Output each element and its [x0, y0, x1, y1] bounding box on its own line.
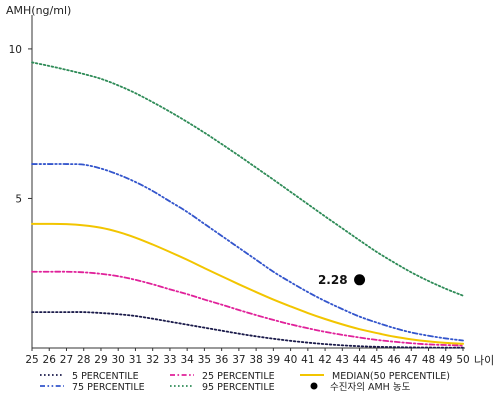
patient-amh-marker: [354, 274, 366, 286]
legend-swatch-patient-marker: [310, 382, 318, 390]
y-axis-title: AMH(ng/ml): [6, 4, 71, 17]
x-tick-label: 35: [198, 354, 211, 366]
y-tick-label: 5: [15, 193, 22, 205]
legend-label: 5 PERCENTILE: [72, 371, 139, 382]
series-line-5-percentile: [31, 311, 464, 349]
x-tick-label: 41: [301, 354, 314, 366]
x-tick-label: 40: [284, 354, 297, 366]
y-tick-label: 10: [9, 44, 22, 56]
x-tick-label: 32: [146, 354, 159, 366]
series-layer: [31, 61, 464, 349]
x-tick-label: 27: [60, 354, 73, 366]
legend-label-patient-marker: 수진자의 AMH 농도: [330, 382, 411, 393]
x-tick-label: 50: [456, 354, 469, 366]
x-tick-label: 30: [112, 354, 125, 366]
x-tick-label: 38: [249, 354, 262, 366]
x-tick-label: 49: [439, 354, 452, 366]
x-tick-label: 28: [77, 354, 90, 366]
x-tick-label: 29: [94, 354, 107, 366]
x-tick-label: 25: [25, 354, 38, 366]
x-tick-label: 36: [215, 354, 229, 366]
patient-amh-value-label: 2.28: [318, 273, 348, 287]
series-line-75-percentile: [31, 163, 464, 342]
series-line-95-percentile: [31, 61, 464, 297]
series-line-median-50-percentile: [31, 222, 464, 345]
series-line-25-percentile: [31, 270, 464, 347]
legend-label: 75 PERCENTILE: [72, 382, 145, 393]
x-tick-label: 48: [422, 354, 435, 366]
x-tick-label: 45: [370, 354, 383, 366]
marker-layer: 2.28: [318, 273, 366, 287]
legend-label: MEDIAN(50 PERCENTILE): [332, 371, 450, 382]
x-tick-label: 43: [336, 354, 349, 366]
x-tick-label: 42: [318, 354, 331, 366]
x-tick-label: 33: [163, 354, 176, 366]
legend-label: 25 PERCENTILE: [202, 371, 275, 382]
legend-label: 95 PERCENTILE: [202, 382, 275, 393]
chart-legend: 5 PERCENTILE 25 PERCENTILE MEDIAN(50 PERCE…: [40, 371, 450, 393]
x-tick-label: 46: [387, 354, 401, 366]
x-tick-label: 37: [232, 354, 245, 366]
x-tick-label: 31: [129, 354, 142, 366]
x-tick-label: 47: [405, 354, 418, 366]
x-tick-label: 44: [353, 354, 367, 366]
x-axis-title: 나이: [474, 354, 494, 367]
x-tick-label: 39: [267, 354, 280, 366]
x-tick-label: 26: [43, 354, 57, 366]
x-tick-label: 34: [180, 354, 194, 366]
